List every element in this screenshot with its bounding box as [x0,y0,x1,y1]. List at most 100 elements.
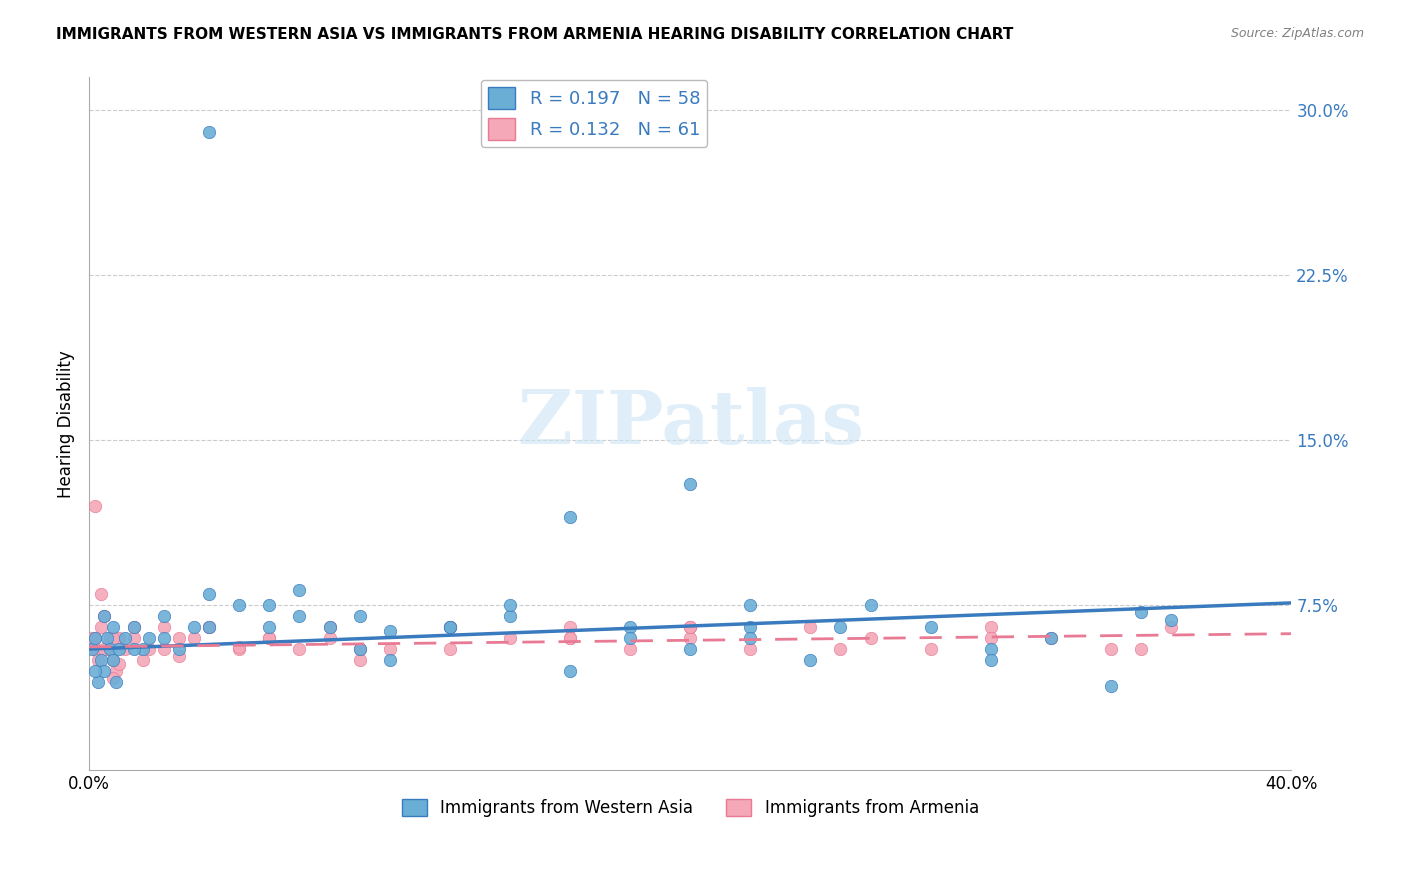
Point [80,631,103,645]
Point [1099,680,1122,694]
Point [90,620,112,634]
Point [318,620,340,634]
Point [101,653,124,667]
Point [558,631,581,645]
Point [84,642,107,657]
Point [198,620,221,634]
Point [108,631,131,645]
Point [499,609,522,624]
Point [101,671,124,685]
Point [101,653,124,667]
Point [183,631,205,645]
Point [558,510,581,524]
Point [920,642,942,657]
Point [198,587,221,601]
Point [679,620,702,634]
Point [153,620,176,634]
Point [799,620,821,634]
Point [228,640,250,654]
Point [679,642,702,657]
Point [259,631,281,645]
Point [96,631,118,645]
Point [859,631,882,645]
Point [1099,642,1122,657]
Point [439,642,461,657]
Point [288,609,311,624]
Point [1160,620,1182,634]
Text: ZIPatlas: ZIPatlas [516,387,863,460]
Point [619,642,641,657]
Point [318,631,340,645]
Point [198,125,221,139]
Point [740,642,762,657]
Point [98,631,121,645]
Point [84,631,107,645]
Point [679,631,702,645]
Point [288,582,311,597]
Point [619,620,641,634]
Point [228,598,250,612]
Point [87,675,110,690]
Point [93,642,115,657]
Point [288,642,311,657]
Point [105,664,128,678]
Point [105,675,128,690]
Point [132,642,155,657]
Point [101,620,124,634]
Point [122,620,145,634]
Point [679,620,702,634]
Point [84,664,107,678]
Point [439,620,461,634]
Point [114,631,136,645]
Point [183,620,205,634]
Point [122,631,145,645]
Point [980,631,1002,645]
Point [799,653,821,667]
Point [980,620,1002,634]
Point [153,631,176,645]
Point [349,642,371,657]
Point [228,642,250,657]
Point [349,609,371,624]
Point [1130,642,1153,657]
Point [1039,631,1062,645]
Point [96,642,118,657]
Point [108,642,131,657]
Point [84,499,107,513]
Point [90,587,112,601]
Point [87,653,110,667]
Point [84,631,107,645]
Point [167,648,190,663]
Text: IMMIGRANTS FROM WESTERN ASIA VS IMMIGRANTS FROM ARMENIA HEARING DISABILITY CORRE: IMMIGRANTS FROM WESTERN ASIA VS IMMIGRAN… [56,27,1014,42]
Point [132,653,155,667]
Point [259,620,281,634]
Point [318,620,340,634]
Point [80,642,103,657]
Point [93,609,115,624]
Point [122,620,145,634]
Point [1160,614,1182,628]
Point [439,620,461,634]
Point [198,620,221,634]
Point [980,642,1002,657]
Point [138,642,160,657]
Legend: Immigrants from Western Asia, Immigrants from Armenia: Immigrants from Western Asia, Immigrants… [395,792,986,824]
Point [114,642,136,657]
Point [1039,631,1062,645]
Point [259,598,281,612]
Point [378,642,401,657]
Point [439,620,461,634]
Point [740,598,762,612]
Point [499,631,522,645]
Point [499,598,522,612]
Point [167,631,190,645]
Point [138,631,160,645]
Point [378,624,401,639]
Point [558,620,581,634]
Point [153,642,176,657]
Point [93,664,115,678]
Point [859,598,882,612]
Point [619,631,641,645]
Point [98,642,121,657]
Text: Source: ZipAtlas.com: Source: ZipAtlas.com [1230,27,1364,40]
